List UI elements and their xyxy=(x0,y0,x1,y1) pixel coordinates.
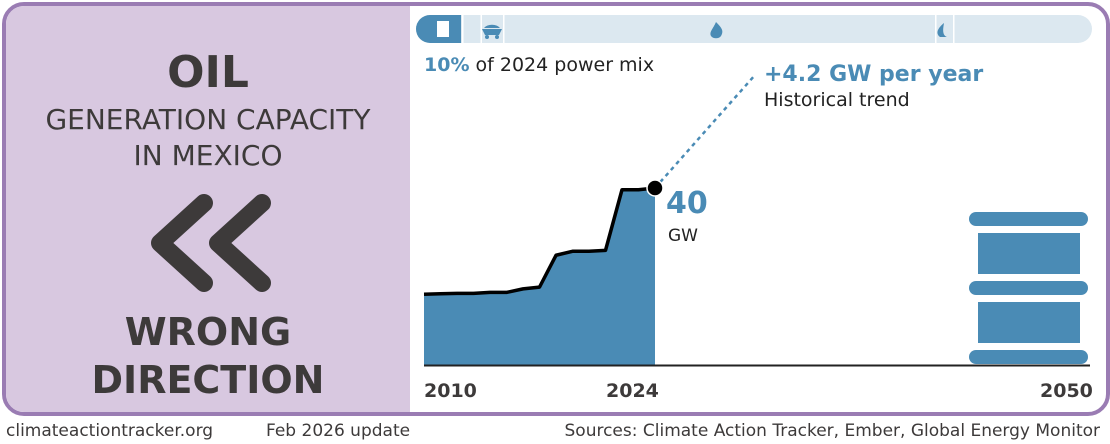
subtitle: GENERATION CAPACITY IN MEXICO xyxy=(6,102,410,174)
tick-label-2050: 2050 xyxy=(1040,380,1093,402)
oil-barrel-icon xyxy=(437,21,449,37)
mix-bar-background xyxy=(416,15,1092,43)
tick-label-2024: 2024 xyxy=(606,380,659,402)
power-mix-bar xyxy=(416,15,1092,43)
direction-label: WRONG DIRECTION xyxy=(6,308,410,404)
left-panel: OIL GENERATION CAPACITY IN MEXICO WRONG … xyxy=(6,6,410,412)
divider xyxy=(935,15,937,43)
trend-line xyxy=(654,74,756,189)
direction-line-1: WRONG xyxy=(124,310,292,354)
trend-label: Historical trend xyxy=(764,89,910,111)
divider xyxy=(953,15,955,43)
coal-cart-icon xyxy=(482,24,502,39)
power-mix-share: 10% of 2024 power mix xyxy=(424,54,654,76)
share-value: 10% xyxy=(424,54,470,76)
direction-line-2: DIRECTION xyxy=(91,358,325,402)
divider xyxy=(480,15,482,43)
capacity-line xyxy=(423,186,656,296)
latest-point-marker xyxy=(646,179,664,197)
double-chevron-left-icon xyxy=(151,194,271,292)
trend-value: +4.2 GW per year xyxy=(764,62,984,87)
leaf-icon xyxy=(937,23,947,37)
target-oil-barrel-icon xyxy=(969,212,1088,364)
card-frame: OIL GENERATION CAPACITY IN MEXICO WRONG … xyxy=(2,2,1110,416)
footer-date: Feb 2026 update xyxy=(266,421,411,441)
divider xyxy=(462,15,464,43)
capacity-area xyxy=(424,188,655,365)
footer-sources: Sources: Climate Action Tracker, Ember, … xyxy=(564,421,1101,441)
footer-site[interactable]: climateactiontracker.org xyxy=(6,421,214,441)
latest-unit: GW xyxy=(668,226,698,246)
divider xyxy=(503,15,505,43)
latest-value: 40 xyxy=(666,186,708,221)
tick-label-2010: 2010 xyxy=(424,380,477,402)
subtitle-line-2: IN MEXICO xyxy=(133,139,283,172)
share-text: of 2024 power mix xyxy=(475,54,655,76)
subtitle-line-1: GENERATION CAPACITY xyxy=(45,103,371,136)
gas-flame-icon xyxy=(710,22,723,39)
fuel-title: OIL xyxy=(167,47,249,98)
